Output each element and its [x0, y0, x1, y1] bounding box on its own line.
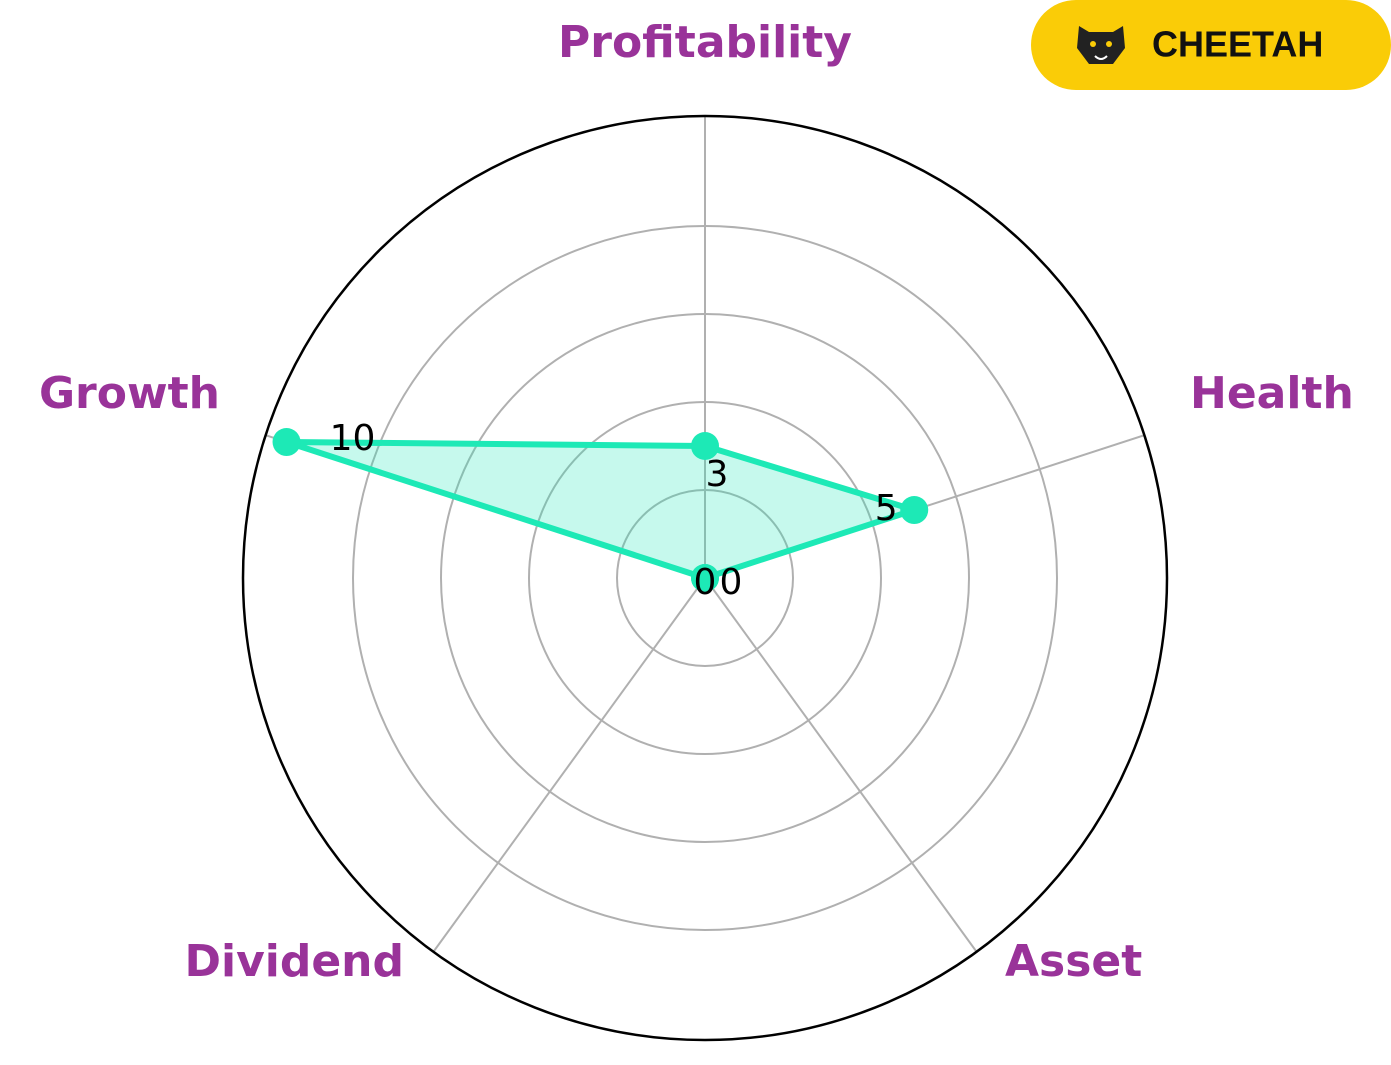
outer-ring: [241, 114, 1169, 1042]
spoke: [704, 577, 978, 953]
axis-label: Health: [1190, 368, 1354, 419]
value-label: 10: [330, 418, 376, 459]
logo-text: CHEETAH: [1152, 24, 1323, 65]
axis-label: Growth: [39, 368, 220, 419]
axis-label: Asset: [1005, 936, 1142, 987]
value-label: 3: [706, 454, 729, 495]
axis-label: Dividend: [184, 936, 404, 987]
radar-area: [283, 439, 918, 581]
badge-background: [1031, 0, 1391, 90]
radar-point: [900, 496, 929, 525]
value-label: 0: [720, 562, 743, 603]
value-label: 0: [694, 562, 717, 603]
radar-point: [272, 428, 301, 457]
radar-point: [691, 432, 719, 460]
cheetah-icon: [1077, 26, 1125, 64]
logo-badge: CHEETAH: [1031, 0, 1391, 90]
spoke: [432, 577, 706, 953]
value-label: 5: [875, 488, 898, 529]
radar-point: [691, 564, 719, 592]
axis-label: Profitability: [558, 17, 852, 68]
